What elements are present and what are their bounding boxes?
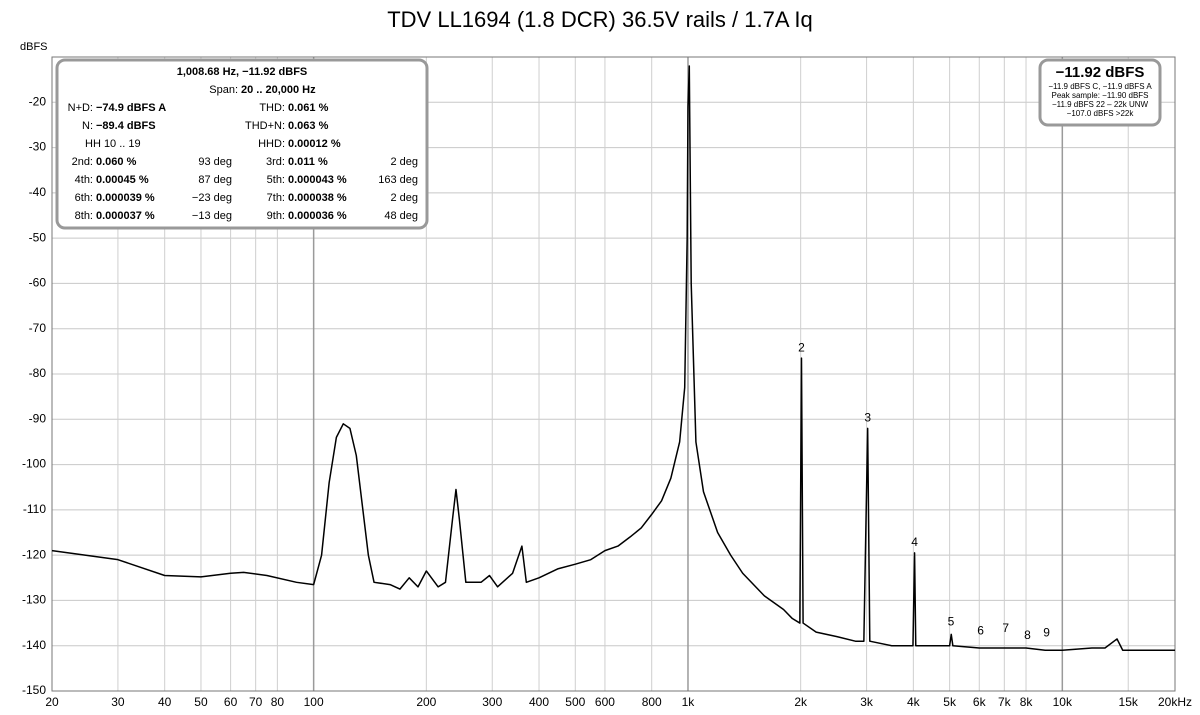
- harmonic-label: 6: [977, 623, 984, 637]
- x-tick-label: 10k: [1053, 695, 1073, 709]
- info-value: 0.011 %: [288, 156, 328, 168]
- info-phase: −23 deg: [192, 192, 232, 204]
- info-phase: −13 deg: [192, 210, 232, 222]
- info-value: 0.000038 %: [288, 192, 347, 204]
- info-label: 8th:: [75, 210, 93, 222]
- x-tick-label: 15k: [1119, 695, 1139, 709]
- level-line: −107.0 dBFS >22k: [1067, 109, 1135, 118]
- level-line: −11.9 dBFS C, −11.9 dBFS A: [1048, 82, 1152, 91]
- y-tick-label: -60: [29, 276, 47, 290]
- info-label: HHD:: [258, 138, 285, 150]
- y-tick-label: -90: [29, 411, 47, 425]
- plot-frame: [51, 56, 1176, 692]
- info-label: 7th:: [267, 192, 285, 204]
- info-label: THD+N:: [245, 120, 285, 132]
- y-tick-label: -20: [29, 94, 47, 108]
- y-tick-label: -50: [29, 230, 47, 244]
- x-tick-label: 7k: [998, 695, 1012, 709]
- harmonic-label: 2: [798, 340, 805, 354]
- x-tick-label: 80: [271, 695, 285, 709]
- x-tick-label: 60: [224, 695, 238, 709]
- x-tick-label: 200: [416, 695, 436, 709]
- x-tick-label: 100: [304, 695, 324, 709]
- y-tick-label: -130: [22, 593, 46, 607]
- spectrum-line: [51, 65, 1175, 651]
- harmonic-label: 5: [948, 614, 955, 628]
- level-line: Peak sample: −11.90 dBFS: [1051, 91, 1148, 100]
- info-label: HH 10 .. 19: [85, 138, 141, 150]
- info-box: [55, 58, 429, 230]
- x-tick-label: 6k: [973, 695, 987, 709]
- info-value: −74.9 dBFS A: [96, 102, 166, 114]
- x-tick-label: 70: [249, 695, 263, 709]
- x-tick-label: 3k: [860, 695, 874, 709]
- info-value: 0.063 %: [288, 120, 329, 132]
- info-value: 0.060 %: [96, 156, 137, 168]
- level-box: [1038, 58, 1162, 127]
- info-box-text: 1,008.68 Hz, −11.92 dBFS Span: 20 .. 20,00…: [68, 66, 418, 222]
- info-value: 0.000043 %: [288, 174, 347, 186]
- y-tick-label: -40: [29, 185, 47, 199]
- level-main: −11.92 dBFS: [1056, 64, 1145, 81]
- info-label: 2nd:: [72, 156, 93, 168]
- level-line: −11.9 dBFS 22 – 22k UNW: [1052, 100, 1149, 109]
- info-value: 0.000037 %: [96, 210, 155, 222]
- x-tick-label: 1k: [682, 695, 696, 709]
- info-label: N+D:: [68, 102, 93, 114]
- info-phase: 93 deg: [198, 156, 232, 168]
- harmonic-label: 4: [911, 535, 918, 549]
- harmonic-label: 3: [864, 411, 871, 425]
- info-value: 0.000039 %: [96, 192, 155, 204]
- info-label: 5th:: [267, 174, 285, 186]
- span-value: 20 .. 20,000 Hz: [241, 84, 316, 96]
- x-tick-label: 5k: [943, 695, 957, 709]
- info-value: −89.4 dBFS: [96, 120, 156, 132]
- info-value: 0.061 %: [288, 102, 329, 114]
- info-label: 4th:: [75, 174, 93, 186]
- x-tick-label: 500: [565, 695, 585, 709]
- x-tick-label: 50: [194, 695, 208, 709]
- x-tick-label: 30: [111, 695, 125, 709]
- y-tick-label: -100: [22, 457, 46, 471]
- y-tick-label: -30: [29, 140, 47, 154]
- y-tick-label: -150: [22, 683, 46, 697]
- x-tick-label: 300: [482, 695, 502, 709]
- x-tick-label: 2k: [794, 695, 808, 709]
- y-tick-label: -70: [29, 321, 47, 335]
- y-tick-label: -140: [22, 638, 46, 652]
- info-value: 0.00045 %: [96, 174, 149, 186]
- y-axis-label: dBFS: [20, 41, 48, 53]
- harmonic-label: 7: [1002, 621, 1009, 635]
- info-phase: 2 deg: [390, 156, 418, 168]
- x-tick-label: 600: [595, 695, 615, 709]
- x-tick-label: 20kHz: [1158, 695, 1192, 709]
- info-label: N:: [82, 120, 93, 132]
- info-label: 6th:: [75, 192, 93, 204]
- x-tick-label: 20: [45, 695, 59, 709]
- chart-title: TDV LL1694 (1.8 DCR) 36.5V rails / 1.7A …: [387, 7, 813, 32]
- info-phase: 163 deg: [378, 174, 418, 186]
- info-value: 0.000036 %: [288, 210, 347, 222]
- info-phase: 2 deg: [390, 192, 418, 204]
- x-tick-label: 800: [642, 695, 662, 709]
- info-label: 3rd:: [266, 156, 285, 168]
- x-tick-label: 4k: [907, 695, 921, 709]
- harmonic-label: 9: [1043, 626, 1050, 640]
- info-label: THD:: [259, 102, 285, 114]
- info-phase: 48 deg: [384, 210, 418, 222]
- info-phase: 87 deg: [198, 174, 232, 186]
- info-header: 1,008.68 Hz, −11.92 dBFS: [177, 66, 308, 78]
- info-label: 9th:: [267, 210, 285, 222]
- y-tick-label: -80: [29, 366, 47, 380]
- x-tick-label: 400: [529, 695, 549, 709]
- y-tick-label: -120: [22, 547, 46, 561]
- info-value: 0.00012 %: [288, 138, 341, 150]
- y-tick-label: -110: [23, 502, 46, 516]
- span-label: Span:: [209, 84, 238, 96]
- x-tick-label: 8k: [1020, 695, 1034, 709]
- harmonic-label: 8: [1024, 628, 1031, 642]
- x-tick-label: 40: [158, 695, 172, 709]
